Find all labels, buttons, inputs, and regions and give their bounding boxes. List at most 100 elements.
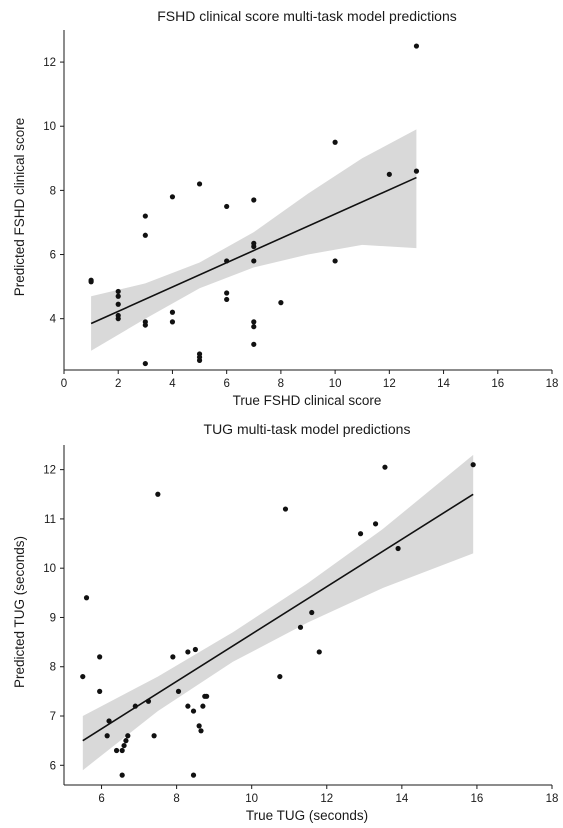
data-point <box>142 232 148 238</box>
y-tick-label: 10 <box>43 121 56 133</box>
y-tick-label: 6 <box>50 760 56 772</box>
y-tick-label: 11 <box>44 514 56 526</box>
data-point <box>282 506 289 512</box>
data-point <box>142 322 148 328</box>
x-tick-label: 14 <box>395 793 408 805</box>
x-tick-label: 10 <box>329 378 342 390</box>
data-point <box>115 301 121 307</box>
data-point <box>251 258 257 264</box>
data-point <box>316 649 322 655</box>
data-point <box>251 341 257 347</box>
y-tick-label: 6 <box>50 250 56 262</box>
data-point <box>142 360 148 367</box>
y-tick-label: 10 <box>43 563 56 575</box>
x-tick-label: 16 <box>491 378 504 390</box>
data-point <box>104 733 110 739</box>
y-tick-label: 12 <box>43 465 56 477</box>
data-point <box>204 693 210 699</box>
data-point <box>80 673 86 680</box>
data-point <box>125 733 131 739</box>
data-point <box>224 203 230 210</box>
y-tick-label: 9 <box>50 612 56 624</box>
regression-line <box>90 176 417 325</box>
confidence-band <box>82 454 474 771</box>
x-axis-label: True FSHD clinical score <box>233 393 382 408</box>
data-point <box>251 319 257 325</box>
data-point <box>278 300 284 306</box>
data-point <box>113 747 120 754</box>
data-point <box>97 688 103 694</box>
data-point <box>119 747 125 754</box>
data-point <box>155 491 161 497</box>
data-point <box>251 197 257 203</box>
y-tick-label: 8 <box>50 662 56 674</box>
data-point <box>386 171 392 177</box>
data-point <box>185 649 191 655</box>
data-point <box>115 316 121 322</box>
data-point <box>83 595 90 601</box>
x-tick-label: 14 <box>437 378 450 390</box>
data-point <box>151 733 157 739</box>
data-point <box>357 531 364 537</box>
data-point <box>170 654 176 660</box>
data-point <box>413 168 420 174</box>
data-point <box>332 139 338 145</box>
data-point <box>97 654 103 660</box>
y-axis-label: Predicted FSHD clinical score <box>12 118 27 297</box>
data-point <box>185 703 191 709</box>
regression-line <box>82 493 474 742</box>
y-tick-label: 12 <box>43 57 56 69</box>
data-point <box>251 324 257 330</box>
chart-title: FSHD clinical score multi-task model pre… <box>157 8 457 24</box>
data-point <box>224 290 230 296</box>
data-point <box>119 772 125 778</box>
data-point <box>88 277 94 283</box>
y-tick-label: 7 <box>50 711 56 723</box>
chart-title: TUG multi-task model predictions <box>204 421 411 437</box>
x-tick-label: 18 <box>546 378 559 390</box>
data-point <box>196 181 203 187</box>
data-point <box>115 288 121 295</box>
x-tick-label: 6 <box>98 793 104 805</box>
data-point <box>196 357 203 363</box>
y-axis-label: Predicted TUG (seconds) <box>12 536 27 688</box>
data-point <box>196 723 202 729</box>
data-point <box>169 309 176 315</box>
x-tick-label: 0 <box>61 378 67 390</box>
data-point <box>115 293 121 299</box>
y-tick-label: 4 <box>50 314 57 326</box>
data-point <box>309 609 315 616</box>
data-point <box>224 258 230 264</box>
data-point <box>169 194 176 200</box>
x-tick-label: 12 <box>383 378 396 390</box>
x-tick-label: 8 <box>278 378 284 390</box>
x-tick-label: 8 <box>173 793 179 805</box>
data-point <box>169 319 176 325</box>
data-point <box>175 688 182 694</box>
data-point <box>277 673 283 680</box>
data-point <box>190 708 197 714</box>
data-point <box>332 258 338 264</box>
x-tick-label: 2 <box>115 378 121 390</box>
data-point <box>123 738 129 744</box>
data-point <box>200 703 206 709</box>
data-point <box>145 698 152 704</box>
data-point <box>192 646 198 653</box>
fshd-chart: FSHD clinical score multi-task model pre… <box>12 8 558 408</box>
x-tick-label: 12 <box>320 793 333 805</box>
data-point <box>395 545 401 552</box>
data-point <box>224 296 230 303</box>
x-axis-label: True TUG (seconds) <box>246 808 368 823</box>
x-tick-label: 10 <box>245 793 258 805</box>
data-point <box>198 728 204 734</box>
data-point <box>121 742 127 749</box>
data-point <box>413 43 420 49</box>
x-tick-label: 16 <box>471 793 484 805</box>
y-tick-label: 8 <box>50 185 56 197</box>
data-point <box>382 464 388 470</box>
tug-chart: TUG multi-task model predictions True TU… <box>12 421 558 823</box>
x-tick-label: 6 <box>223 378 229 390</box>
x-tick-label: 18 <box>546 793 559 805</box>
data-point <box>190 772 197 778</box>
data-point <box>297 624 304 630</box>
